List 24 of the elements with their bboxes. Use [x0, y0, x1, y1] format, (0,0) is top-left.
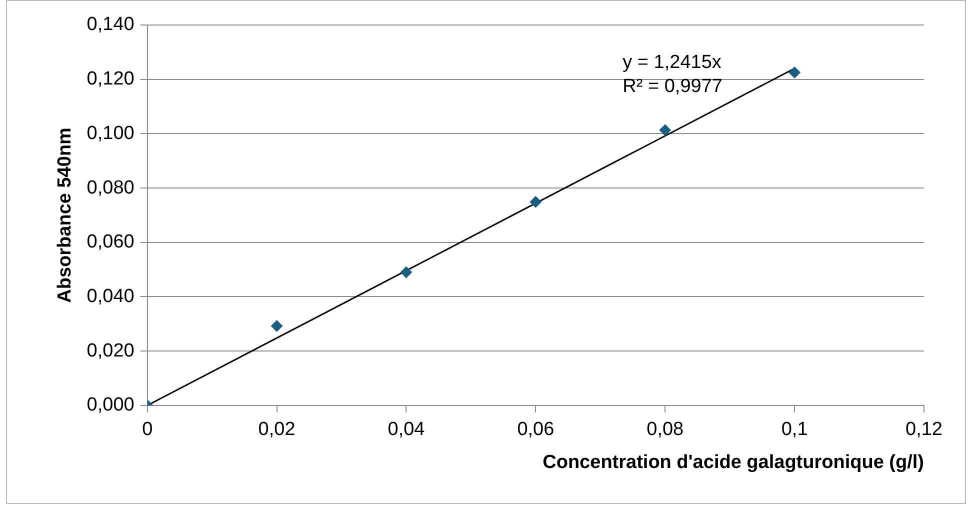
- x-tick-label: 0,04: [388, 419, 426, 440]
- y-tick-label: 0,040: [86, 286, 134, 307]
- point: [400, 266, 412, 278]
- x-tick-label: 0,06: [517, 419, 554, 440]
- x-tick-label: 0,1: [781, 419, 808, 440]
- x-axis-title: Concentration d'acide galagturonique (g/l): [542, 452, 924, 473]
- point: [530, 196, 542, 208]
- annotation: R² = 0,9977: [622, 76, 722, 97]
- y-tick-label: 0,100: [86, 122, 134, 144]
- x-tick-label: 0,02: [258, 419, 296, 440]
- y-tick-label: 0,000: [86, 394, 134, 416]
- x-tick-label: 0,12: [906, 419, 942, 440]
- y-tick-label: 0,020: [86, 340, 134, 362]
- y-tick-label: 0,140: [86, 14, 134, 36]
- x-tick-label: 0,08: [646, 419, 684, 440]
- y-axis-title: Absorbance 540nm: [54, 128, 76, 303]
- y-tick-label: 0,080: [86, 177, 134, 198]
- point: [659, 124, 672, 136]
- annotation: y = 1,2415x: [622, 52, 722, 73]
- y-tick-label: 0,120: [86, 68, 134, 90]
- y-tick-label: 0,060: [86, 232, 134, 253]
- point: [270, 320, 283, 332]
- point: [788, 66, 801, 79]
- x-tick-label: 0: [142, 419, 153, 440]
